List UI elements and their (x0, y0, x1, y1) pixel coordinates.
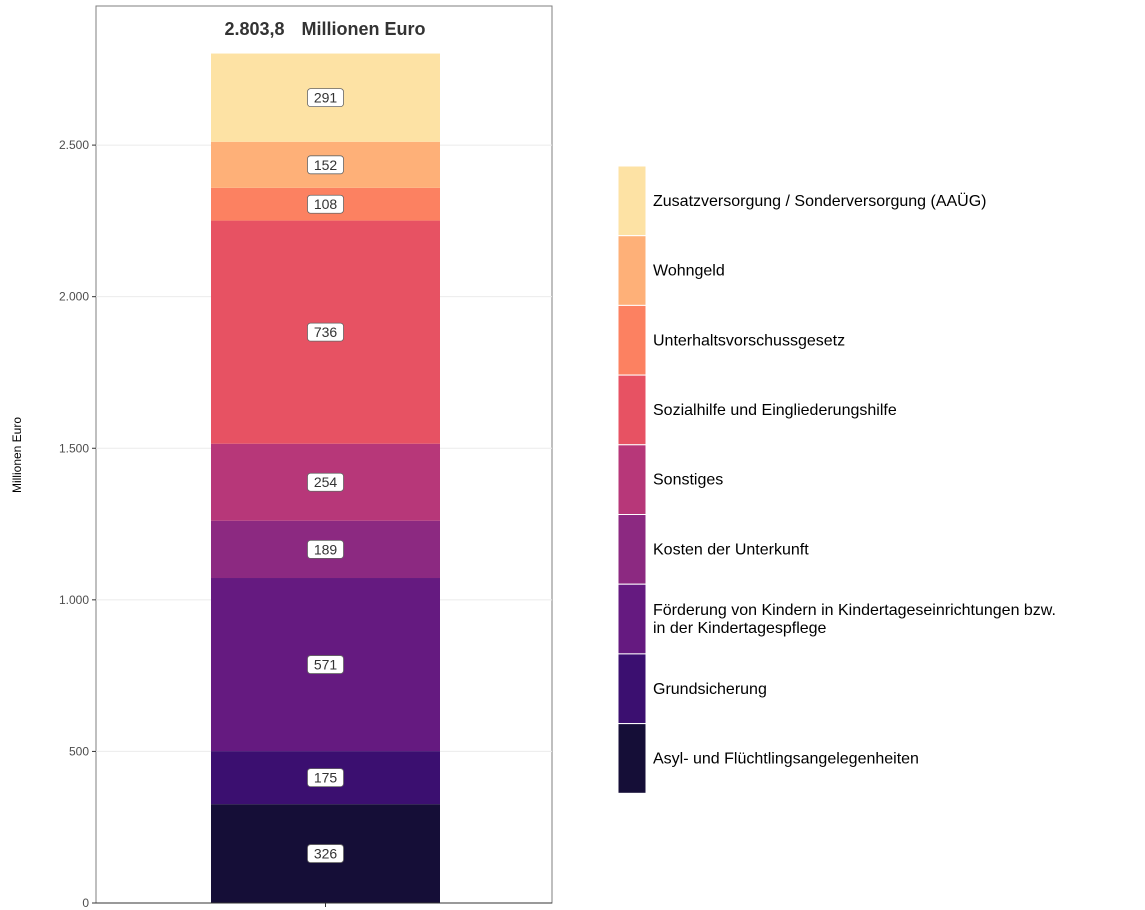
legend-label: Unterhaltsvorschussgesetz (653, 332, 845, 349)
legend-key (617, 514, 647, 585)
legend-label: Förderung von Kindern in Kindertageseinr… (653, 602, 1056, 619)
legend-label: Wohngeld (653, 263, 725, 280)
legend-label: Asyl- und Flüchtlingsangelegenheiten (653, 750, 919, 767)
value-label: 736 (314, 324, 338, 340)
value-label: 326 (314, 846, 338, 862)
legend-key (617, 653, 647, 725)
total-label: 2.803,8 Millionen Euro (224, 19, 425, 39)
legend-label: Sozialhilfe und Eingliederungshilfe (653, 402, 897, 419)
value-label: 189 (314, 541, 338, 557)
legend-label: Grundsicherung (653, 681, 767, 698)
legend-key (617, 165, 647, 237)
legend-key (617, 723, 647, 794)
value-label-box (307, 194, 344, 214)
value-label-box (307, 88, 344, 108)
value-label-box (307, 539, 344, 559)
value-label: 108 (314, 196, 338, 212)
bar-segments (211, 53, 440, 903)
value-label-box (307, 844, 344, 863)
y-tick-label: 2.000 (59, 290, 89, 304)
value-label-box (307, 655, 344, 674)
total-unit: Millionen Euro (302, 19, 426, 39)
value-label: 254 (314, 474, 338, 490)
y-axis-label: Millionen Euro (10, 417, 24, 493)
value-label-box (307, 768, 344, 788)
legend-key (617, 444, 647, 515)
legend-label: Zusatzversorgung / Sonderversorgung (AAÜ… (653, 192, 986, 210)
value-label-box (307, 472, 344, 492)
segment-labels: 326 175 571 189 254 736 108 152 291 (307, 88, 344, 863)
legend: Zusatzversorgung / Sonderversorgung (AAÜ… (617, 165, 1056, 794)
legend-key (617, 583, 647, 655)
legend-label: Kosten der Unterkunft (653, 541, 809, 558)
legend-label: Sonstiges (653, 472, 723, 489)
y-tick-label: 1.500 (59, 441, 89, 455)
y-tick-label: 0 (82, 896, 89, 910)
legend-label: in der Kindertagespflege (653, 620, 827, 637)
total-value: 2.803,8 (224, 19, 284, 39)
value-label-box (307, 155, 344, 175)
value-label: 152 (314, 157, 338, 173)
legend-key (617, 374, 647, 446)
value-label: 175 (314, 770, 338, 786)
legend-key (617, 304, 647, 376)
value-label: 291 (314, 90, 338, 106)
value-label-box (307, 322, 344, 342)
legend-key (617, 235, 647, 306)
y-tick-label: 2.500 (59, 138, 89, 152)
value-label: 571 (314, 657, 338, 673)
y-axis: 0 500 1.000 1.500 2.000 2.500 (59, 138, 552, 910)
y-tick-label: 1.000 (59, 593, 89, 607)
y-tick-label: 500 (69, 744, 89, 758)
